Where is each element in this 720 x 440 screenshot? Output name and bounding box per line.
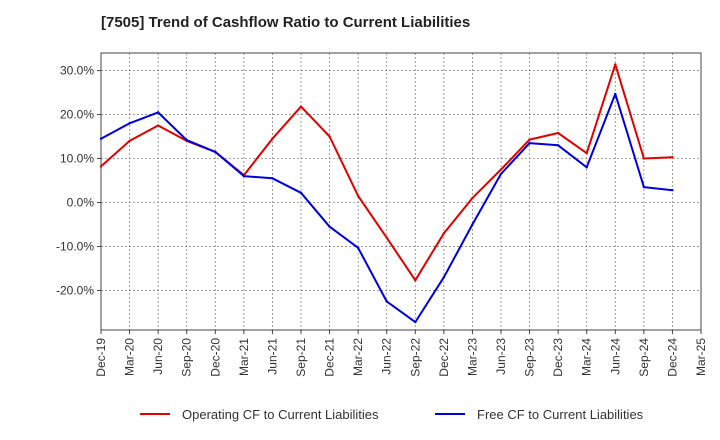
x-tick-label: Dec-19 — [94, 338, 108, 377]
series-1-point — [356, 194, 360, 198]
x-tick-label: Dec-22 — [437, 338, 451, 377]
legend-label-1: Operating CF to Current Liabilities — [182, 407, 379, 422]
y-tick-label: 0.0% — [67, 195, 95, 209]
x-tick-label: Dec-23 — [551, 338, 565, 377]
series-2-point — [214, 150, 217, 154]
series-1-point — [385, 236, 388, 239]
series-2-point — [585, 166, 588, 169]
series-1-point — [499, 168, 503, 171]
x-tick-label: Dec-20 — [208, 338, 222, 377]
x-tick-label: Sep-24 — [637, 338, 651, 377]
series-2-point — [185, 138, 188, 142]
y-tick-label: -20.0% — [56, 283, 94, 297]
series-1-point — [414, 279, 417, 282]
x-tick-label: Jun-24 — [608, 338, 622, 375]
x-tick-label: Sep-20 — [180, 338, 194, 377]
series-2-point — [471, 223, 474, 226]
x-tick-label: Jun-23 — [494, 338, 508, 375]
x-tick-label: Dec-21 — [323, 338, 337, 377]
series-2-point — [242, 174, 246, 178]
series-2-point — [271, 177, 274, 180]
series-2-point — [528, 141, 531, 145]
x-tick-label: Mar-22 — [351, 338, 365, 376]
y-tick-label: 30.0% — [60, 64, 94, 78]
x-tick-label: Mar-20 — [123, 338, 137, 376]
x-tick-label: Jun-22 — [380, 338, 394, 375]
x-tick-label: Jun-20 — [151, 338, 165, 375]
x-tick-label: Mar-21 — [237, 338, 251, 376]
series-1-point — [556, 131, 560, 135]
x-tick-label: Mar-23 — [465, 338, 479, 376]
series-2-point — [99, 137, 103, 140]
series-1-point — [642, 157, 646, 160]
grid-lines — [101, 53, 701, 330]
series-1-point — [128, 139, 131, 143]
series-lines — [99, 63, 674, 324]
series-2-point — [414, 320, 417, 324]
y-tick-label: 10.0% — [60, 152, 94, 166]
series-2-point — [156, 111, 160, 114]
series-1-point — [528, 138, 531, 141]
x-tick-label: Mar-25 — [694, 338, 708, 376]
series-2-point — [328, 225, 331, 228]
x-tick-label: Sep-21 — [294, 338, 308, 377]
series-1-point — [614, 63, 617, 66]
x-tick-label: Sep-23 — [523, 338, 537, 377]
series-2-point — [385, 300, 388, 303]
plot-frame — [100, 52, 702, 331]
series-line-1 — [100, 63, 673, 282]
series-1-point — [328, 135, 331, 138]
series-2-point — [128, 122, 131, 125]
y-tick-label: 20.0% — [60, 108, 94, 122]
y-axis-ticks: 30.0% 20.0% 10.0% 0.0% -10.0% -20.0% — [56, 64, 101, 297]
y-tick-label: -10.0% — [56, 239, 94, 253]
legend: Operating CF to Current Liabilities Free … — [140, 407, 644, 422]
series-2-point — [499, 172, 503, 176]
series-1-point — [299, 105, 303, 108]
series-1-point — [585, 152, 588, 155]
x-tick-label: Sep-22 — [408, 338, 422, 377]
x-tick-label: Dec-24 — [665, 338, 679, 377]
legend-label-2: Free CF to Current Liabilities — [477, 407, 644, 422]
series-2-point — [671, 188, 674, 192]
series-1-point — [671, 156, 674, 159]
x-axis-ticks: Dec-19 Mar-20 Jun-20 Sep-20 Dec-20 Mar-21 Jun-… — [94, 330, 708, 377]
series-2-point — [299, 191, 303, 195]
series-2-point — [614, 92, 617, 96]
series-1-point — [99, 165, 103, 168]
series-2-point — [556, 144, 560, 147]
x-tick-label: Jun-21 — [265, 338, 279, 375]
series-1-point — [471, 196, 474, 200]
series-2-point — [356, 246, 360, 249]
series-1-point — [442, 232, 446, 235]
series-1-point — [271, 137, 274, 140]
series-line-2 — [100, 92, 673, 324]
series-2-point — [642, 185, 646, 189]
series-2-point — [442, 276, 446, 279]
series-1-point — [156, 124, 160, 127]
chart-title: [7505] Trend of Cashflow Ratio to Curren… — [101, 14, 471, 31]
x-tick-label: Mar-24 — [580, 338, 594, 376]
